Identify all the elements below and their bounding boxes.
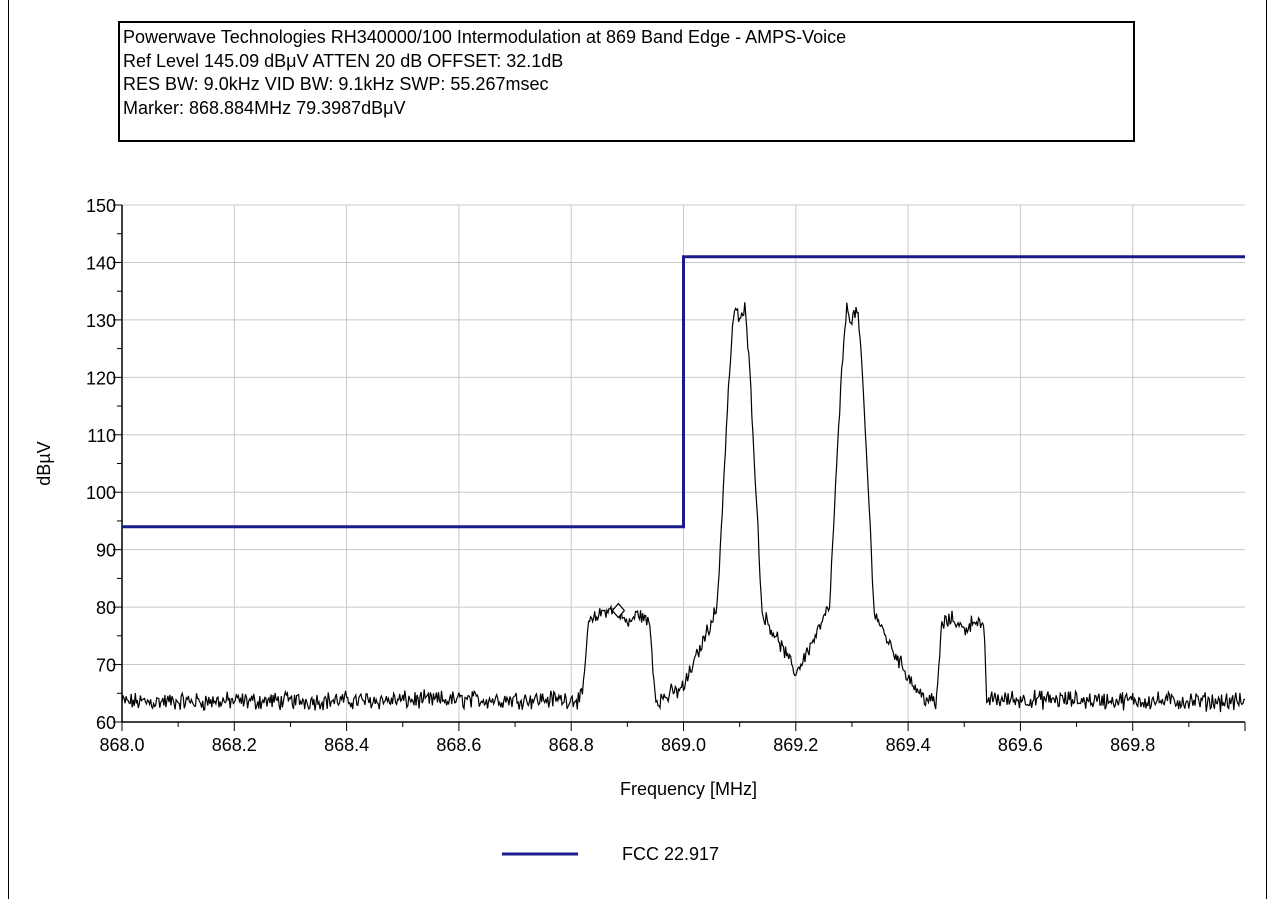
y-tick-label: 150 <box>86 196 116 216</box>
y-axis-title: dBµV <box>34 441 54 485</box>
y-tick-label: 130 <box>86 311 116 331</box>
info-bandwidth: RES BW: 9.0kHz VID BW: 9.1kHz SWP: 55.26… <box>123 74 549 94</box>
x-tick-label: 868.6 <box>436 735 481 755</box>
info-title: Powerwave Technologies RH340000/100 Inte… <box>123 27 847 47</box>
info-ref-level: Ref Level 145.09 dBμV ATTEN 20 dB OFFSET… <box>123 50 564 71</box>
x-axis-title: Frequency [MHz] <box>620 779 757 799</box>
measurement-info-box: Powerwave Technologies RH340000/100 Inte… <box>118 21 1135 142</box>
x-tick-label: 868.0 <box>99 735 144 755</box>
marker-diamond <box>611 602 626 619</box>
y-tick-label: 110 <box>87 426 116 446</box>
legend-label-fcc: FCC 22.917 <box>622 844 719 864</box>
measured-trace <box>121 302 1246 713</box>
y-tick-label: 80 <box>96 598 116 618</box>
y-tick-label: 90 <box>96 541 116 561</box>
x-tick-label: 869.0 <box>661 735 706 755</box>
y-tick-label: 60 <box>96 713 116 733</box>
x-tick-label: 869.2 <box>773 735 818 755</box>
limit-line-fcc <box>122 255 1245 529</box>
x-tick-label: 868.4 <box>324 735 369 755</box>
x-tick-label: 868.8 <box>549 735 594 755</box>
figure-frame <box>8 0 1267 899</box>
x-tick-label: 868.2 <box>212 735 257 755</box>
y-tick-label: 100 <box>86 483 116 503</box>
x-tick-label: 869.8 <box>1110 735 1155 755</box>
y-tick-label: 120 <box>86 368 116 388</box>
info-marker: Marker: 868.884MHz 79.3987dBμV <box>123 97 406 118</box>
y-tick-label: 70 <box>96 656 116 676</box>
x-tick-label: 869.4 <box>886 735 931 755</box>
x-tick-label: 869.6 <box>998 735 1043 755</box>
y-tick-label: 140 <box>86 253 116 273</box>
